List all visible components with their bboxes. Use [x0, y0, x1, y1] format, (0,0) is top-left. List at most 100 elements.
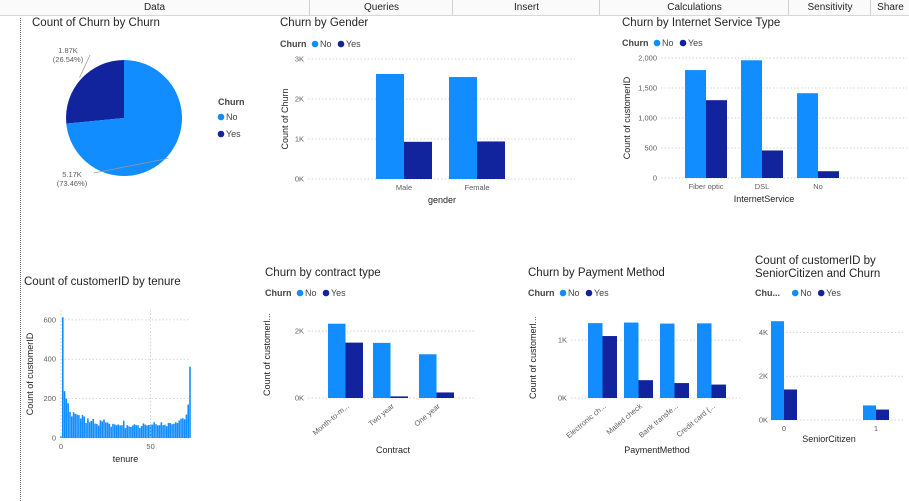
- payment-bar-0-0[interactable]: [588, 323, 603, 398]
- tenure-bar-62[interactable]: [171, 424, 173, 438]
- contract-bar-1-1[interactable]: [390, 396, 409, 398]
- tenure-bar-51[interactable]: [151, 424, 154, 438]
- payment-legend-marker-yes[interactable]: [585, 289, 593, 297]
- senior-bar-0-0[interactable]: [771, 321, 784, 420]
- tenure-bar-24[interactable]: [103, 419, 105, 438]
- gender-legend-label-yes[interactable]: Yes: [346, 39, 361, 49]
- tenure-bar-16[interactable]: [88, 422, 91, 438]
- contract-legend-marker-yes[interactable]: [322, 289, 330, 297]
- tenure-bar-25[interactable]: [104, 422, 107, 438]
- internet-bar-1-1[interactable]: [762, 150, 783, 178]
- internet-bar-0-1[interactable]: [741, 60, 762, 178]
- internet-bar-0-0[interactable]: [685, 70, 706, 178]
- tenure-bar-27[interactable]: [108, 423, 111, 438]
- tenure-bar-37[interactable]: [126, 425, 129, 438]
- contract-bar-1-0[interactable]: [345, 342, 364, 398]
- tenure-bar-41[interactable]: [133, 424, 136, 438]
- bar-chart-tenure[interactable]: Count of customerID by tenure 0 200 400 600 0…: [20, 272, 250, 472]
- tenure-bar-40[interactable]: [131, 425, 134, 438]
- tenure-bar-70[interactable]: [185, 414, 188, 438]
- payment-legend-label-yes[interactable]: Yes: [594, 288, 609, 298]
- tenure-bar-52[interactable]: [153, 422, 155, 438]
- tenure-bar-2[interactable]: [63, 391, 66, 438]
- tenure-bar-69[interactable]: [183, 419, 186, 438]
- tenure-bar-39[interactable]: [130, 426, 132, 438]
- gender-legend-marker-no[interactable]: [311, 40, 319, 48]
- tenure-bar-47[interactable]: [144, 424, 147, 438]
- tenure-bar-19[interactable]: [94, 423, 96, 438]
- payment-legend-label-no[interactable]: No: [568, 288, 580, 298]
- contract-bar-0-2[interactable]: [419, 354, 437, 398]
- gender-bar-1-0[interactable]: [404, 141, 432, 179]
- tenure-bar-30[interactable]: [113, 424, 116, 438]
- contract-legend-marker-no[interactable]: [296, 289, 304, 297]
- gender-legend-marker-yes[interactable]: [337, 40, 345, 48]
- contract-legend-label-yes[interactable]: Yes: [331, 288, 346, 298]
- tenure-bar-50[interactable]: [149, 424, 152, 438]
- tenure-bar-57[interactable]: [162, 425, 164, 438]
- contract-legend-label-no[interactable]: No: [305, 288, 317, 298]
- tab-share[interactable]: Share: [870, 0, 909, 15]
- bar-chart-gender[interactable]: Churn by Gender Churn No Yes 0K 1K 2K 3K Male Fem…: [275, 14, 585, 214]
- contract-bar-0-1[interactable]: [373, 342, 391, 398]
- bar-chart-contract[interactable]: Churn by contract type Churn No Yes 0K 2K Mont…: [260, 264, 480, 464]
- pie-chart-churn[interactable]: Count of Churn by Churn 1.87K(26.54%) 5.17…: [28, 14, 268, 194]
- pie-legend-marker-yes[interactable]: [217, 130, 225, 138]
- tenure-bar-10[interactable]: [78, 415, 80, 438]
- tenure-bar-59[interactable]: [165, 426, 168, 438]
- tab-insert[interactable]: Insert: [452, 0, 600, 15]
- payment-bar-0-3[interactable]: [697, 323, 712, 398]
- payment-bar-1-0[interactable]: [602, 336, 618, 398]
- pie-legend-label-no[interactable]: No: [226, 112, 238, 122]
- tenure-bar-34[interactable]: [121, 425, 123, 438]
- tenure-bar-45[interactable]: [140, 425, 143, 438]
- internet-bar-1-2[interactable]: [818, 171, 839, 178]
- senior-bar-1-0[interactable]: [784, 389, 797, 420]
- tenure-bar-56[interactable]: [160, 422, 163, 438]
- tab-data[interactable]: Data: [143, 2, 166, 13]
- tenure-bar-63[interactable]: [173, 423, 175, 438]
- tenure-bar-28[interactable]: [110, 426, 112, 438]
- tenure-bar-48[interactable]: [146, 425, 148, 438]
- senior-bar-0-1[interactable]: [863, 405, 876, 420]
- tenure-bar-55[interactable]: [158, 425, 161, 438]
- tenure-bar-13[interactable]: [83, 416, 86, 438]
- internet-legend-label-yes[interactable]: Yes: [688, 38, 703, 48]
- tenure-bar-72[interactable]: [189, 366, 191, 438]
- bar-chart-internet-service[interactable]: Churn by Internet Service Type Churn No Yes…: [617, 14, 909, 214]
- tenure-bar-32[interactable]: [117, 424, 120, 438]
- tenure-bar-58[interactable]: [164, 424, 166, 438]
- tenure-bar-15[interactable]: [87, 418, 89, 438]
- tenure-bar-3[interactable]: [65, 398, 68, 438]
- payment-bar-1-1[interactable]: [638, 380, 654, 398]
- gender-bar-0-1[interactable]: [449, 77, 477, 179]
- internet-legend-label-no[interactable]: No: [662, 38, 674, 48]
- tenure-bar-43[interactable]: [137, 425, 139, 438]
- gender-bar-1-1[interactable]: [477, 141, 505, 179]
- tenure-bar-14[interactable]: [85, 423, 87, 438]
- tenure-bar-42[interactable]: [135, 425, 138, 438]
- tenure-bar-68[interactable]: [182, 418, 184, 438]
- pie-legend-marker-no[interactable]: [217, 113, 225, 121]
- senior-legend-marker-no[interactable]: [791, 289, 799, 297]
- tenure-bar-35[interactable]: [122, 420, 125, 438]
- tenure-bar-23[interactable]: [101, 421, 104, 438]
- tenure-bar-65[interactable]: [176, 423, 179, 438]
- internet-legend-marker-no[interactable]: [653, 39, 661, 47]
- tenure-bar-18[interactable]: [92, 418, 95, 438]
- tenure-bar-12[interactable]: [81, 414, 84, 438]
- gender-legend-label-no[interactable]: No: [320, 39, 332, 49]
- tenure-bar-31[interactable]: [115, 425, 118, 438]
- senior-legend-marker-yes[interactable]: [817, 289, 825, 297]
- tenure-bar-29[interactable]: [112, 423, 114, 438]
- tenure-bar-66[interactable]: [178, 420, 181, 438]
- internet-bar-0-2[interactable]: [797, 93, 818, 178]
- tenure-bar-49[interactable]: [147, 425, 150, 438]
- gender-bar-0-0[interactable]: [376, 74, 404, 179]
- pie-slice-yes[interactable]: [66, 60, 124, 124]
- payment-legend-marker-no[interactable]: [559, 289, 567, 297]
- tenure-bar-1[interactable]: [61, 317, 64, 438]
- tenure-bar-9[interactable]: [76, 414, 78, 438]
- pie-slice-no[interactable]: [66, 60, 182, 177]
